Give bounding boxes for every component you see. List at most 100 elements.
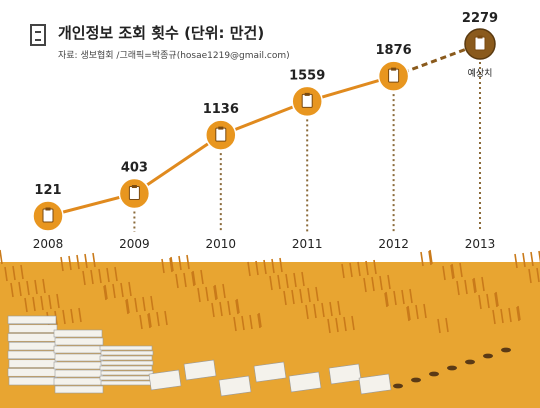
wheat-stalk [134,297,138,313]
wheat-stalk [161,258,165,274]
clipboard-clip [45,207,51,211]
wheat-stalk [183,272,187,288]
wheat-stalk [492,309,496,325]
wheat-stalk [125,299,129,315]
wheat-stalk [363,277,367,293]
wheat-stalk [257,313,261,329]
wheat-stalk [445,317,449,333]
wheat-stalk [500,308,504,324]
wheat-stalk [56,293,60,309]
wheat-stalk [26,280,30,296]
wheat-stalk [241,315,245,331]
wheat-stalk [175,273,179,289]
wheat-stalk [205,286,209,302]
wheat-stalk [156,311,160,327]
wheat-stalk [301,271,305,287]
paper-stack-sheet [100,360,154,366]
wheat-stalk [456,280,460,296]
wheat-stalk [150,295,154,311]
wheat-stalk [437,318,441,334]
clipboard-clip [218,126,224,130]
wheat-stalk [522,252,526,268]
envelope [358,373,392,395]
envelope [183,359,217,381]
wheat-stalk [164,310,168,326]
wheat-stalk [307,287,311,303]
x-tick-label: 2013 [465,237,496,251]
wheat-stalk [293,272,297,288]
paper-stack-sheet [99,365,153,371]
wheat-stalk [142,296,146,312]
paper-stack-sheet [54,337,104,346]
paper-stack-sheet [99,355,153,361]
clipboard-icon [42,208,54,223]
wheat-stalk [384,292,388,308]
wheat-stalk [451,263,455,279]
wheat-stalk [407,305,411,321]
wheat-stalk [139,314,143,330]
wheat-stalk [186,254,190,270]
wheat-stalk [406,306,410,322]
value-label: 1876 [376,43,412,58]
envelope [328,363,362,385]
wheat-stalk [114,266,118,282]
wheat-stalk [269,275,273,291]
wheat-stalk [0,249,3,265]
value-label: 1136 [203,102,239,117]
wheat-stalk [337,300,341,316]
wheat-stalk [365,260,369,276]
envelope [218,375,252,397]
paper-stack-sheet [8,324,58,333]
wheat-stalk [233,316,237,332]
footprint [447,365,457,371]
wheat-stalk [236,298,240,314]
wheat-stalk [214,284,218,300]
wheat-stalk [393,290,397,306]
clipboard-clip [477,35,483,39]
wheat-stalk [10,282,14,298]
paper-stack-sheet [53,361,103,370]
wheat-stalk [249,314,253,330]
wheat-stalk [200,269,204,285]
paper-stack-sheet [100,370,154,376]
wheat-stalk [32,296,36,312]
clipboard-icon [388,68,400,83]
wheat-stalk [178,255,182,271]
x-tick-label: 2011 [292,237,323,251]
wheat-stalk [486,293,490,309]
envelope [148,369,182,391]
wheat-stalk [106,267,110,283]
wheat-stalk [235,299,239,315]
clipboard-clip [391,67,397,71]
paper-stack-sheet [7,315,57,325]
wheat-stalk [351,315,355,331]
wheat-stalk [120,282,124,298]
wheat-stalk [429,249,433,265]
wheat-stalk [18,281,22,297]
wheat-stalk [40,295,44,311]
wheat-stalk [213,285,217,301]
wheat-stalk [385,291,389,307]
wheat-stalk [211,302,215,318]
wheat-stalk [517,305,521,321]
wheat-stalk [341,263,345,279]
footprint [411,377,421,383]
filing-cabinet-icon [30,24,46,46]
paper-stack-sheet [7,350,57,360]
wheat-stalk [420,251,424,267]
wheat-stalk [373,259,377,275]
clipboard-icon [215,127,227,142]
value-labels: 121 403 1136 1559 1876 2279 예상치 [34,11,498,198]
wheat-stalk [423,303,427,319]
paper-stack-sheet [99,345,153,351]
wheat-stalk [60,256,64,272]
wheat-stalk [442,265,446,281]
wheat-stalk [464,279,468,295]
wheat-stalk [516,306,520,322]
value-label: 403 [121,161,148,176]
drop-lines [133,62,481,232]
clipboard-clip [131,185,137,189]
wheat-stalk [191,271,195,287]
clipboard-icon [128,186,140,201]
